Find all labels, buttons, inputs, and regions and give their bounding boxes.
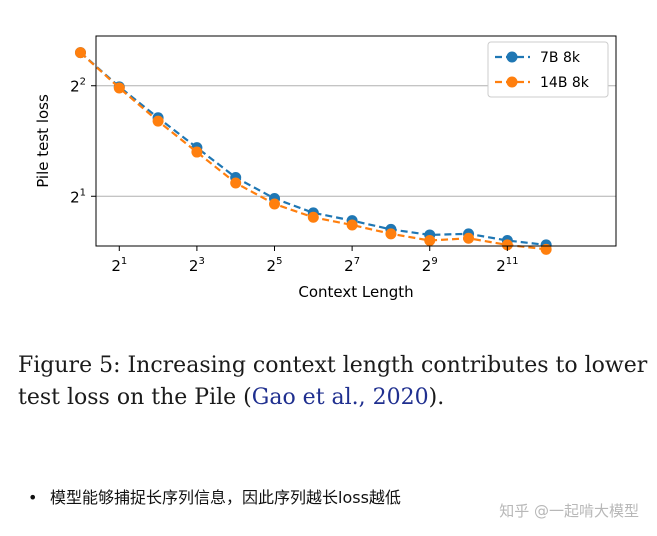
- y-tick-base: 2: [70, 188, 80, 206]
- y-tick-label: 21: [70, 187, 86, 206]
- data-point-14b-8k: [191, 146, 203, 158]
- x-tick-label: 21: [111, 256, 127, 275]
- x-tick-base: 2: [111, 257, 121, 275]
- legend-marker-7b-8k: [506, 51, 518, 63]
- x-tick-base: 2: [189, 257, 199, 275]
- x-tick-label: 27: [344, 256, 360, 275]
- x-tick-exponent: 3: [198, 256, 204, 267]
- data-point-14b-8k: [307, 211, 319, 223]
- plot-frame: [95, 35, 617, 247]
- legend-box: [487, 41, 609, 98]
- x-axis-label: Context Length: [298, 283, 413, 301]
- y-tick-base: 2: [70, 78, 80, 96]
- figure-caption: Figure 5: Increasing context length cont…: [18, 350, 648, 414]
- data-point-14b-8k: [113, 82, 125, 94]
- data-point-14b-8k: [152, 115, 164, 127]
- x-tick-base: 2: [344, 257, 354, 275]
- x-tick-exponent: 7: [354, 256, 360, 267]
- data-point-14b-8k: [269, 198, 281, 210]
- y-tick-exponent: 1: [80, 187, 86, 198]
- data-point-14b-8k: [346, 219, 358, 231]
- legend-label-7b-8k: 7B 8k: [540, 50, 581, 66]
- data-point-14b-8k: [424, 234, 436, 246]
- x-tick-label: 25: [267, 256, 283, 275]
- data-point-14b-8k: [463, 232, 475, 244]
- x-tick-exponent: 1: [121, 256, 127, 267]
- x-tick-base: 2: [496, 257, 506, 275]
- y-tick-label: 22: [70, 77, 86, 96]
- x-tick-exponent: 9: [431, 256, 437, 267]
- caption-suffix: ).: [428, 385, 445, 410]
- watermark: 知乎 @一起啃大模型: [499, 502, 639, 520]
- caption-text: Figure 5: Increasing context length cont…: [18, 353, 648, 410]
- data-point-14b-8k: [501, 239, 513, 251]
- x-tick-label: 211: [496, 256, 518, 275]
- bullet-icon: •: [28, 488, 38, 507]
- x-axis-ticks: 21 23 25 27 29 211: [111, 246, 518, 275]
- data-point-14b-8k: [385, 228, 397, 240]
- legend-marker-14b-8k: [506, 76, 518, 88]
- data-point-14b-8k: [230, 177, 242, 189]
- y-axis-label: Pile test loss: [34, 94, 52, 188]
- x-tick-exponent: 5: [276, 256, 282, 267]
- x-tick-label: 29: [422, 256, 438, 275]
- legend-label-14b-8k: 14B 8k: [540, 75, 590, 91]
- x-tick-base: 2: [422, 257, 432, 275]
- y-tick-exponent: 2: [80, 77, 86, 88]
- data-point-14b-8k: [74, 47, 86, 59]
- bullet-note: • 模型能够捕捉长序列信息，因此序列越长loss越低: [28, 484, 401, 508]
- caption-citation-link[interactable]: Gao et al., 2020: [251, 385, 429, 410]
- data-point-14b-8k: [540, 243, 552, 255]
- x-tick-label: 23: [189, 256, 205, 275]
- x-tick-exponent: 11: [506, 256, 519, 267]
- x-tick-base: 2: [267, 257, 277, 275]
- series-layer: [74, 47, 552, 255]
- legend: 7B 8k 14B 8k: [487, 41, 609, 98]
- bullet-text: 模型能够捕捉长序列信息，因此序列越长loss越低: [50, 488, 401, 507]
